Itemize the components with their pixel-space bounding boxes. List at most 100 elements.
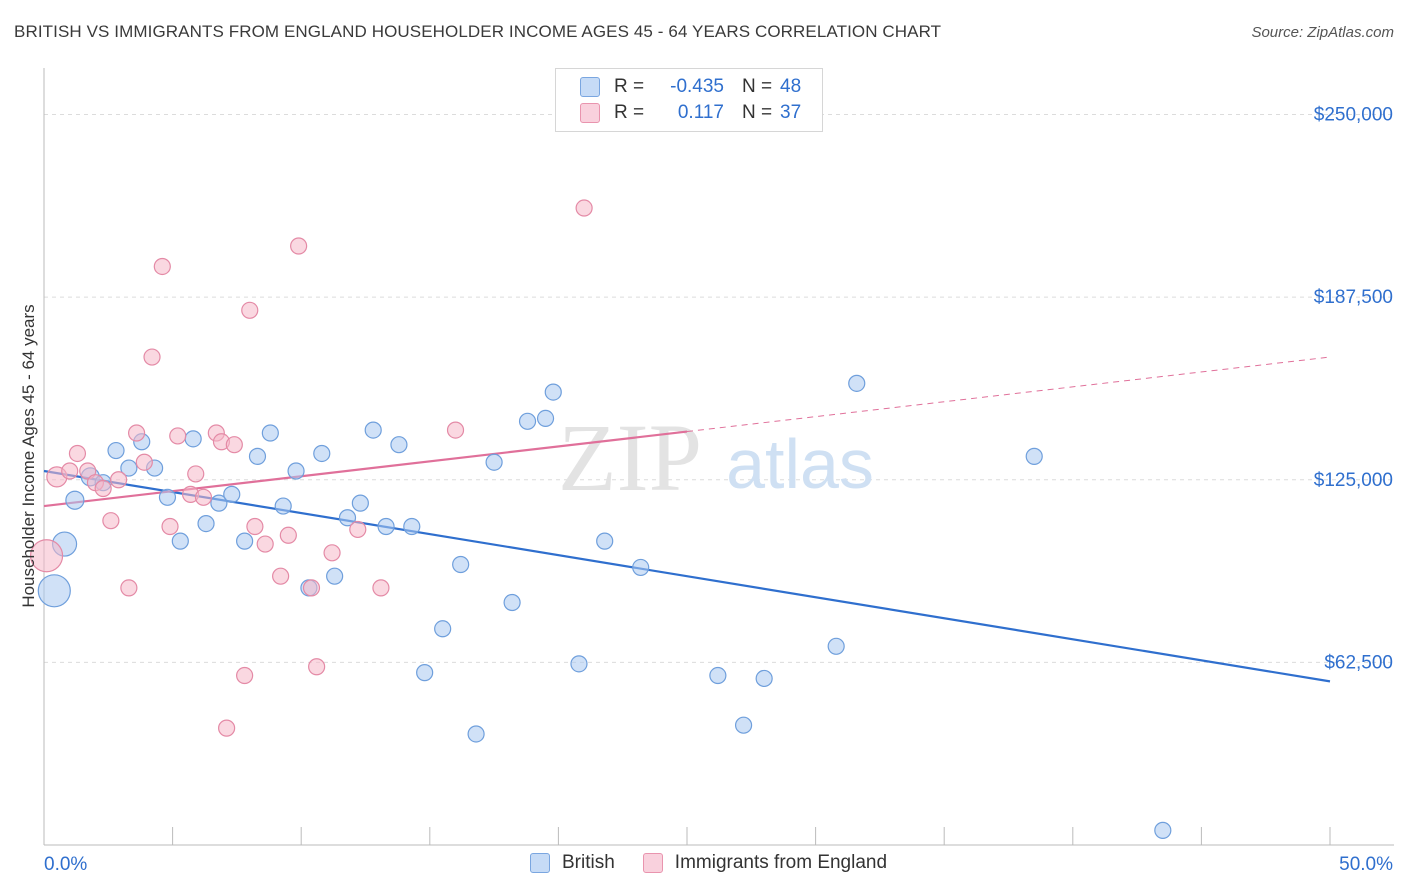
chart-title: BRITISH VS IMMIGRANTS FROM ENGLAND HOUSE… [14,22,942,41]
british-point-28 [403,517,421,536]
british-point-14 [223,485,241,503]
correlation-legend: R = -0.435 N = 48 R = 0.117 N = 37 [555,68,823,132]
british-point-47 [1154,821,1172,839]
british-point-24 [351,494,369,512]
immigrants-point-32 [323,544,341,562]
r-label: R = [614,76,645,97]
immigrants-point-13 [153,257,171,276]
immigrants-point-33 [349,520,367,539]
british-point-2 [65,490,85,510]
immigrants-point-26 [256,535,274,553]
immigrants-point-17 [187,465,205,483]
british-point-43 [755,669,773,688]
y-axis-title: Householder Income Ages 45 - 64 years [19,304,38,607]
r-value-immigrants: 0.117 [677,102,724,123]
british-point-13 [210,494,228,512]
british-point-33 [485,453,503,471]
british-point-11 [184,430,202,448]
british-point-12 [197,514,215,533]
immigrants-point-35 [446,421,465,439]
immigrants-point-31 [308,658,326,676]
immigrants-point-34 [372,579,390,597]
legend-row-british: R = -0.435 N = 48 [580,75,801,99]
immigrants-point-25 [246,517,264,536]
y-tick-label-3: $250,000 [1314,105,1393,126]
british-point-35 [518,412,537,430]
british-point-18 [274,497,292,515]
immigrants-point-11 [135,453,153,471]
n-value-immigrants: 37 [780,102,802,123]
british-point-30 [434,620,452,638]
british-point-19 [287,462,305,480]
british-point-26 [377,517,395,536]
legend-row-immigrants: R = 0.117 N = 37 [580,101,801,125]
immigrants-point-12 [143,348,161,366]
british-point-38 [570,655,588,673]
n-label: N = [742,102,773,123]
british-point-25 [364,421,382,439]
r-value-british: -0.435 [670,76,724,97]
x-tick-label-start: 0.0% [44,854,87,875]
british-swatch [580,77,600,97]
y-tick-label-0: $62,500 [1324,652,1393,673]
british-point-44 [827,637,845,655]
axes [43,68,1394,846]
immigrants-legend-swatch [642,853,663,873]
british-point-5 [107,441,125,460]
legend-item-immigrants[interactable]: Immigrants from England [642,852,887,874]
immigrants-point-0 [29,539,64,573]
immigrants-trend-line-dashed [686,356,1331,433]
r-label: R = [614,102,645,123]
immigrants-point-23 [236,666,254,685]
watermark-zip: ZIP [558,404,702,511]
british-legend-swatch [530,853,550,873]
british-point-34 [503,593,521,612]
immigrants-point-30 [302,579,321,597]
immigrants-point-36 [575,199,593,217]
series-legend: British Immigrants from England [530,852,915,874]
immigrants-point-3 [68,444,87,463]
british-legend-label: British [562,852,615,873]
british-point-29 [416,664,434,682]
n-value-british: 48 [780,76,802,97]
legend-item-british[interactable]: British [530,852,615,874]
immigrants-point-8 [109,471,128,489]
british-point-27 [390,436,408,454]
tick-labels: $62,500 $125,000 $187,500 $250,000 0.0% 50.0% [44,105,1393,875]
trend-lines [43,356,1331,683]
british-point-23 [338,509,357,527]
british-point-32 [467,725,485,743]
immigrants-point-22 [225,436,243,454]
y-tick-label-2: $187,500 [1314,287,1393,308]
immigrants-point-6 [94,479,112,498]
immigrants-point-2 [61,462,79,480]
british-point-31 [452,555,470,574]
immigrants-point-29 [290,237,308,255]
british-point-9 [158,488,177,506]
immigrants-point-15 [169,427,187,445]
british-point-36 [536,409,555,428]
british-point-22 [326,567,344,585]
immigrants-swatch [580,103,600,123]
british-point-46 [1025,447,1043,465]
immigrants-point-7 [102,512,120,530]
british-point-42 [734,716,753,734]
british-point-10 [171,532,189,550]
british-trend-line [43,469,1331,683]
british-point-21 [313,444,331,463]
british-point-41 [709,666,727,685]
grid-lines [44,114,1394,663]
immigrants-point-27 [272,567,290,585]
source-note: Source: ZipAtlas.com [1251,24,1394,41]
immigrants-point-9 [120,579,138,597]
british-point-17 [261,424,279,442]
british-point-15 [236,532,254,550]
british-point-39 [596,532,614,550]
immigrants-point-14 [161,517,179,536]
immigrants-trend-line [43,430,688,508]
immigrants-point-21 [218,719,236,737]
data-points [29,199,1172,839]
british-point-6 [120,459,138,477]
watermark-atlas: atlas [726,425,874,503]
